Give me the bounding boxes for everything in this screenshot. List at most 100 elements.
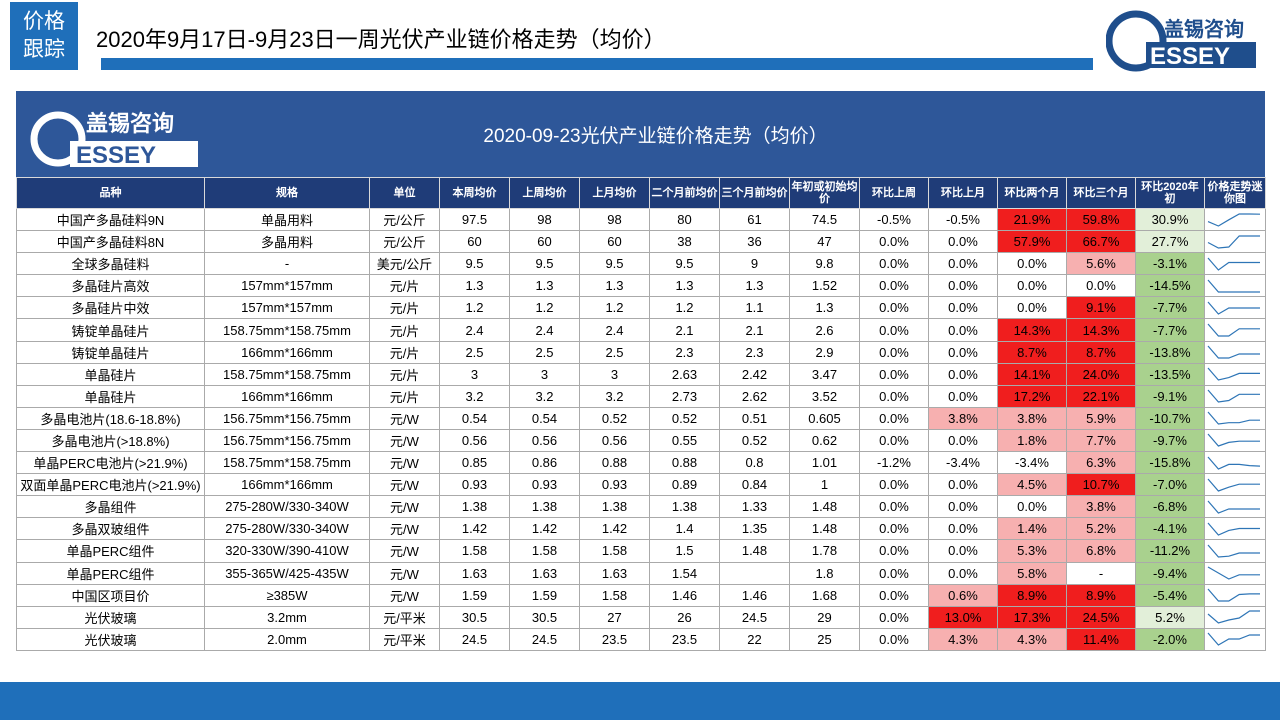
cell-c3: 66.7% <box>1066 230 1136 254</box>
cell-wk: 9.5 <box>439 252 510 276</box>
cell-ini: 1.52 <box>789 274 860 298</box>
cell-c2: 5.3% <box>997 539 1067 563</box>
cell-sparkline <box>1204 384 1266 408</box>
cell-lwk: 9.5 <box>509 252 580 276</box>
cell-c2: 57.9% <box>997 230 1067 254</box>
cell-ini: 29 <box>789 605 860 629</box>
cell-cy: -11.2% <box>1135 539 1205 563</box>
column-header: 品种 <box>16 177 205 209</box>
column-header: 环比2020年初 <box>1135 177 1205 209</box>
cell-m2: 1.4 <box>649 517 720 541</box>
table-row: 铸锭单晶硅片 166mm*166mm 元/片 2.5 2.5 2.5 2.3 2.3 2.9 0.… <box>16 340 1266 364</box>
cell-spec: 156.75mm*156.75mm <box>204 428 370 453</box>
cell-m3: 1.3 <box>719 274 790 298</box>
cell-spec: 多晶用料 <box>204 230 370 254</box>
cell-cm: 0.0% <box>928 495 998 519</box>
cell-lwk: 1.3 <box>509 274 580 298</box>
cell-c3: 14.3% <box>1066 318 1136 342</box>
cell-spec: 单晶用料 <box>204 207 370 232</box>
cell-sparkline <box>1204 296 1266 320</box>
table-row: 多晶硅片高效 157mm*157mm 元/片 1.3 1.3 1.3 1.3 1.3 1.52 0… <box>16 274 1266 298</box>
cell-name: 多晶硅片中效 <box>16 296 205 320</box>
cell-sparkline <box>1204 406 1266 430</box>
cell-cy: -14.5% <box>1135 274 1205 298</box>
sparkline <box>1207 212 1261 227</box>
table-row: 多晶电池片(>18.8%) 156.75mm*156.75mm 元/W 0.56 0.5… <box>16 428 1266 453</box>
cell-c2: 8.9% <box>997 583 1067 607</box>
cell-lwk: 1.59 <box>509 583 580 607</box>
cell-m2: 26 <box>649 605 720 629</box>
column-header: 价格走势迷你图 <box>1204 177 1266 209</box>
table-row: 中国产多晶硅料8N 多晶用料 元/公斤 60 60 60 38 36 47 0.0% 0.0% 57.… <box>16 230 1266 254</box>
table-row: 单晶硅片 158.75mm*158.75mm 元/片 3 3 3 2.63 2.42 3.47 0… <box>16 362 1266 386</box>
sparkline <box>1207 301 1260 315</box>
cell-m2: 0.88 <box>649 451 720 475</box>
cell-cw: 0.0% <box>859 539 929 563</box>
section-tag-line1: 价格 <box>23 10 65 33</box>
cell-name: 单晶PERC组件 <box>16 539 205 563</box>
cell-spec: 156.75mm*156.75mm <box>204 406 370 430</box>
cell-m3: 0.52 <box>719 428 790 453</box>
cell-spec: 157mm*157mm <box>204 274 370 298</box>
cell-lwk: 2.5 <box>509 340 580 364</box>
column-header: 本周均价 <box>439 177 510 209</box>
sparkline-line <box>1207 212 1261 227</box>
sparkline <box>1207 566 1260 580</box>
cell-c3: 8.9% <box>1066 583 1136 607</box>
cell-lwk: 1.58 <box>509 539 580 563</box>
cell-lwk: 0.54 <box>509 406 580 430</box>
cell-lm: 1.42 <box>579 517 650 541</box>
cell-cm: 0.0% <box>928 274 998 298</box>
cell-unit: 元/片 <box>369 296 440 320</box>
cell-cm: 3.8% <box>928 406 998 430</box>
cell-c2: 0.0% <box>997 274 1067 298</box>
cell-ini: 2.6 <box>789 318 860 342</box>
cell-c2: 0.0% <box>997 252 1067 276</box>
cell-spec: 275-280W/330-340W <box>204 517 370 541</box>
cell-unit: 元/W <box>369 495 440 519</box>
cell-unit: 元/片 <box>369 318 440 342</box>
cell-m2: 80 <box>649 207 720 232</box>
cell-cm: -0.5% <box>928 207 998 232</box>
banner-logo-en-bar <box>70 141 198 167</box>
cell-cw: 0.0% <box>859 296 929 320</box>
cell-name: 中国产多晶硅料9N <box>16 207 205 232</box>
cell-c3: 24.0% <box>1066 362 1136 386</box>
sparkline-line <box>1207 323 1260 337</box>
cell-spec: 320-330W/390-410W <box>204 539 370 563</box>
cell-sparkline <box>1204 340 1266 364</box>
cell-m2: 0.52 <box>649 406 720 430</box>
cell-wk: 30.5 <box>439 605 510 629</box>
cell-wk: 1.58 <box>439 539 510 563</box>
cell-wk: 1.3 <box>439 274 510 298</box>
cell-name: 铸锭单晶硅片 <box>16 340 205 364</box>
cell-name: 光伏玻璃 <box>16 605 205 629</box>
cell-cw: 0.0% <box>859 252 929 276</box>
table-banner: ESSEY 盖锡咨询 2020-09-23光伏产业链价格走势（均价） <box>16 91 1265 177</box>
cell-cm: 0.0% <box>928 517 998 541</box>
table-row: 光伏玻璃 2.0mm 元/平米 24.5 24.5 23.5 23.5 22 25 0.0% 4.3… <box>16 627 1266 651</box>
cell-c2: 14.1% <box>997 362 1067 386</box>
cell-cy: -7.7% <box>1135 318 1205 342</box>
cell-unit: 元/平米 <box>369 605 440 629</box>
cell-sparkline <box>1204 318 1266 342</box>
sparkline <box>1207 235 1260 249</box>
cell-wk: 3.2 <box>439 384 510 408</box>
cell-m2: 2.3 <box>649 340 720 364</box>
cell-c2: 1.8% <box>997 428 1067 453</box>
cell-c3: 59.8% <box>1066 207 1136 232</box>
cell-m3: 1.1 <box>719 296 790 320</box>
cell-lm: 60 <box>579 230 650 254</box>
cell-m3: 2.3 <box>719 340 790 364</box>
cell-lm: 2.5 <box>579 340 650 364</box>
price-table: 品种 规格 单位 本周均价 上周均价 上月均价 二个月前均价 三个月前均价 年初或初始均价 环比上… <box>16 177 1266 651</box>
cell-lwk: 1.2 <box>509 296 580 320</box>
cell-sparkline <box>1204 207 1266 232</box>
sparkline <box>1207 478 1260 492</box>
table-body: 中国产多晶硅料9N 单晶用料 元/公斤 97.5 98 98 80 61 74.5 -0.5% -0… <box>16 207 1266 651</box>
cell-c3: 6.8% <box>1066 539 1136 563</box>
cell-unit: 元/片 <box>369 384 440 408</box>
cell-cy: 27.7% <box>1135 230 1205 254</box>
column-header: 环比两个月 <box>997 177 1067 209</box>
sparkline <box>1207 522 1260 536</box>
